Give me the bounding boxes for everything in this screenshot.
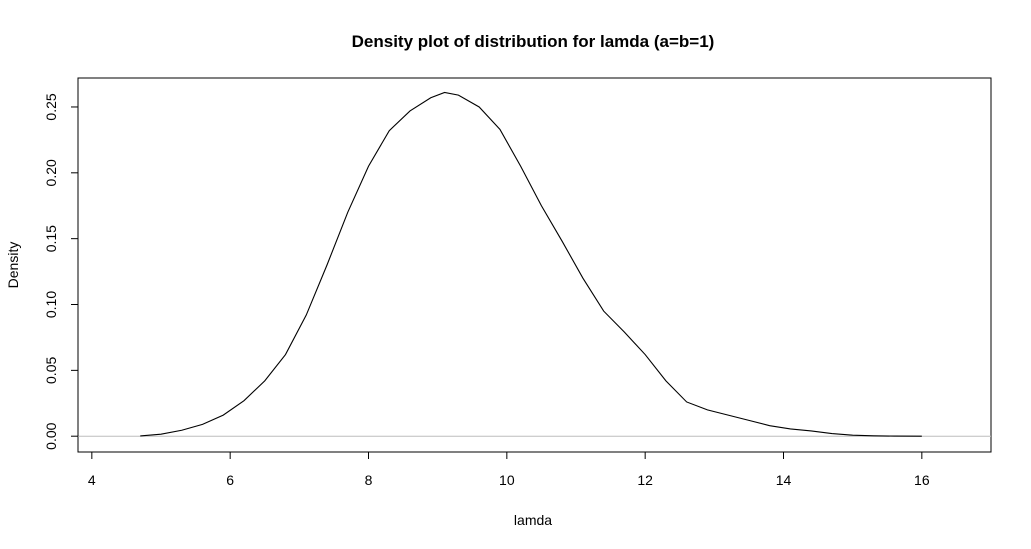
x-axis: 4 6 8 10 12 14 16 — [88, 451, 930, 488]
plot-frame — [77, 77, 992, 453]
x-tick-label: 4 — [88, 472, 96, 488]
x-tick-label: 10 — [499, 472, 515, 488]
y-tick-label: 0.25 — [43, 93, 59, 120]
x-tick-label: 12 — [637, 472, 653, 488]
y-tick-label: 0.15 — [43, 225, 59, 252]
y-tick-label: 0.05 — [43, 357, 59, 384]
y-tick-label: 0.00 — [43, 422, 59, 449]
y-axis: 0.00 0.05 0.10 0.15 0.20 0.25 — [43, 93, 79, 450]
chart-title: Density plot of distribution for lamda (… — [352, 32, 715, 51]
y-tick-label: 0.20 — [43, 159, 59, 186]
x-tick-label: 14 — [776, 472, 792, 488]
density-curve — [140, 91, 922, 437]
x-tick-label: 8 — [365, 472, 373, 488]
x-tick-label: 16 — [914, 472, 930, 488]
x-axis-label: lamda — [514, 512, 552, 528]
x-tick-label: 6 — [226, 472, 234, 488]
y-axis-label: Density — [5, 242, 21, 289]
y-tick-label: 0.10 — [43, 291, 59, 318]
